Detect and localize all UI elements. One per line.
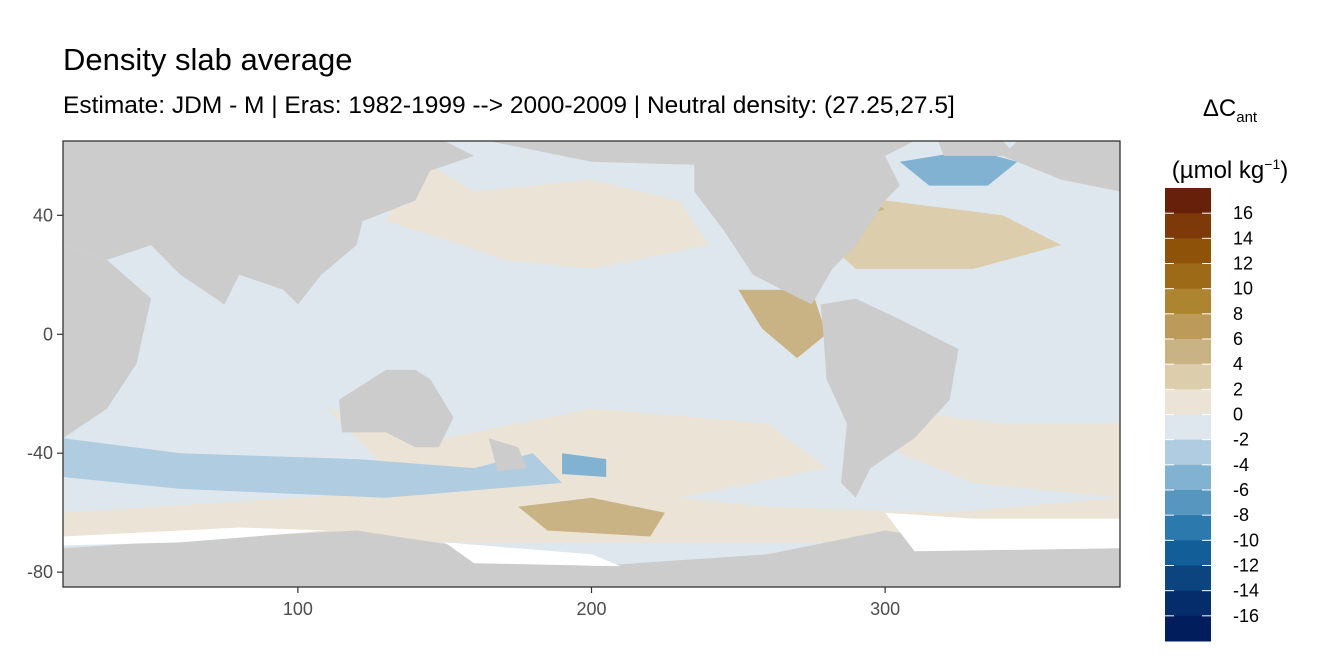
legend-swatch <box>1165 339 1211 365</box>
field-patch <box>63 438 563 498</box>
land-eurasia <box>63 141 475 305</box>
legend-swatch <box>1165 263 1211 290</box>
legend-swatch <box>1165 565 1211 592</box>
legend-swatch <box>1165 590 1211 617</box>
land-antarctica <box>63 530 1120 587</box>
legend-swatch <box>1165 490 1211 516</box>
legend-label: 16 <box>1233 203 1253 223</box>
x-tick-label: 100 <box>283 599 313 619</box>
field-patch <box>899 149 1018 186</box>
legend-label: -16 <box>1233 606 1259 626</box>
legend-swatch <box>1165 464 1211 491</box>
legend-label: 14 <box>1233 228 1253 248</box>
legend-title: ΔCant (µmol kg−1) <box>1160 86 1300 194</box>
land-south-america <box>820 298 959 498</box>
y-tick-label: 0 <box>43 324 53 344</box>
legend-label: -2 <box>1233 430 1249 450</box>
legend-label: 6 <box>1233 329 1243 349</box>
legend-label: 2 <box>1233 379 1243 399</box>
legend-label: -14 <box>1233 581 1259 601</box>
legend-label: -10 <box>1233 530 1259 550</box>
legend-label: -12 <box>1233 556 1259 576</box>
legend-unit-exponent: −1 <box>1264 155 1281 172</box>
legend-swatch <box>1165 313 1211 340</box>
legend-unit-prefix: (µmol kg <box>1171 156 1265 184</box>
legend-swatch <box>1165 439 1211 466</box>
legend-swatch <box>1165 188 1211 214</box>
land-new-zealand <box>488 438 527 471</box>
legend-swatch <box>1165 515 1211 541</box>
field-patch <box>386 155 709 269</box>
legend-unit-suffix: ) <box>1280 156 1289 184</box>
legend-label: 10 <box>1233 279 1253 299</box>
field-patch <box>562 453 607 477</box>
legend-title-subscript: ant <box>1236 108 1258 126</box>
land-europe <box>1002 141 1120 192</box>
field-patch <box>738 289 827 359</box>
chart-title: Density slab average <box>63 42 353 77</box>
legend-swatch <box>1165 414 1211 441</box>
legend-swatch <box>1165 238 1211 264</box>
missing-data-region <box>444 542 621 567</box>
legend-swatch <box>1165 615 1211 642</box>
legend-label: -8 <box>1233 505 1249 525</box>
legend-label: 0 <box>1233 405 1243 425</box>
land-greenland <box>938 141 1018 156</box>
legend-swatch <box>1165 288 1211 315</box>
legend-swatch <box>1165 364 1211 390</box>
field-patch <box>518 497 665 537</box>
y-tick-label: -80 <box>27 562 53 582</box>
legend-title-symbol: ΔC <box>1202 95 1237 122</box>
legend-swatch <box>1165 389 1211 415</box>
land-africa <box>63 245 152 439</box>
legend-label: -6 <box>1233 480 1249 500</box>
chart-subtitle: Estimate: JDM - M | Eras: 1982-1999 --> … <box>63 92 955 119</box>
x-tick-label: 200 <box>576 599 606 619</box>
legend-label: 4 <box>1233 354 1243 374</box>
land-north-america <box>488 141 915 305</box>
missing-data-region <box>885 512 1120 552</box>
legend-swatch <box>1165 213 1211 239</box>
legend-label: -4 <box>1233 455 1249 475</box>
land-australia <box>339 369 454 448</box>
legend-swatch <box>1165 540 1211 566</box>
x-tick-label: 300 <box>870 599 900 619</box>
y-tick-label: 40 <box>33 205 53 225</box>
missing-data-region <box>63 527 328 546</box>
legend-label: 8 <box>1233 304 1243 324</box>
legend-label: 12 <box>1233 254 1253 274</box>
y-tick-label: -40 <box>27 443 53 463</box>
field-patch <box>885 408 1120 498</box>
